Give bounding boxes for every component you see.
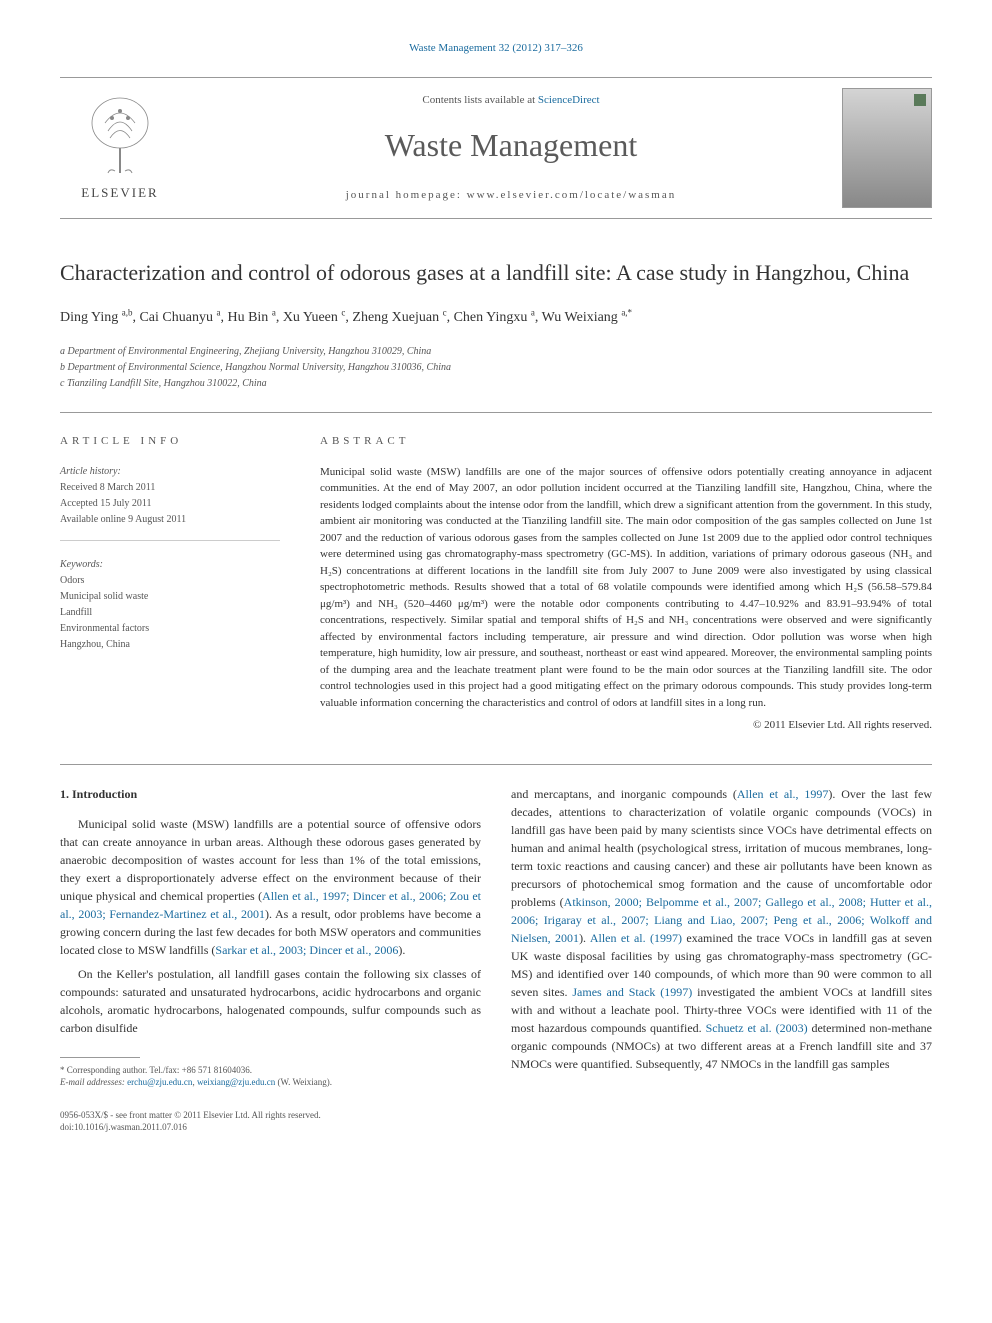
history-online: Available online 9 August 2011 xyxy=(60,512,280,528)
affiliation-c: c Tianziling Landfill Site, Hangzhou 310… xyxy=(60,376,932,392)
article-history: Article history: Received 8 March 2011 A… xyxy=(60,464,280,541)
journal-homepage[interactable]: journal homepage: www.elsevier.com/locat… xyxy=(200,187,822,204)
abstract-copyright: © 2011 Elsevier Ltd. All rights reserved… xyxy=(320,717,932,734)
footer-issn-line: 0956-053X/$ - see front matter © 2011 El… xyxy=(60,1109,932,1122)
keyword: Hangzhou, China xyxy=(60,637,280,653)
body-paragraph: On the Keller's postulation, all landfil… xyxy=(60,965,481,1037)
journal-title: Waste Management xyxy=(200,121,822,169)
corresponding-line: * Corresponding author. Tel./fax: +86 57… xyxy=(60,1064,481,1077)
article-info-column: ARTICLE INFO Article history: Received 8… xyxy=(60,433,280,734)
affiliation-a: a Department of Environmental Engineerin… xyxy=(60,344,932,360)
history-accepted: Accepted 15 July 2011 xyxy=(60,496,280,512)
publisher-name: ELSEVIER xyxy=(81,183,158,203)
article-title: Characterization and control of odorous … xyxy=(60,259,932,288)
section-heading-intro: 1. Introduction xyxy=(60,785,481,803)
journal-citation[interactable]: Waste Management 32 (2012) 317–326 xyxy=(60,40,932,57)
body-columns: 1. Introduction Municipal solid waste (M… xyxy=(60,764,932,1089)
keywords-block: Keywords: Odors Municipal solid waste La… xyxy=(60,557,280,653)
sciencedirect-link[interactable]: ScienceDirect xyxy=(538,94,600,106)
keyword: Environmental factors xyxy=(60,621,280,637)
journal-cover-thumbnail[interactable] xyxy=(842,88,932,208)
publisher-logo[interactable]: ELSEVIER xyxy=(60,88,180,208)
affiliation-b: b Department of Environmental Science, H… xyxy=(60,360,932,376)
page-footer: 0956-053X/$ - see front matter © 2011 El… xyxy=(60,1109,932,1134)
keywords-label: Keywords: xyxy=(60,557,280,573)
email-link-1[interactable]: erchu@zju.edu.cn xyxy=(127,1077,192,1087)
body-paragraph: Municipal solid waste (MSW) landfills ar… xyxy=(60,815,481,959)
author-list: Ding Ying a,b, Cai Chuanyu a, Hu Bin a, … xyxy=(60,307,932,328)
footer-doi-line: doi:10.1016/j.wasman.2011.07.016 xyxy=(60,1121,932,1134)
body-column-right: and mercaptans, and inorganic compounds … xyxy=(511,785,932,1089)
elsevier-tree-icon xyxy=(80,93,160,178)
email-line: E-mail addresses: erchu@zju.edu.cn, weix… xyxy=(60,1076,481,1089)
article-info-label: ARTICLE INFO xyxy=(60,433,280,450)
contents-lists-line: Contents lists available at ScienceDirec… xyxy=(200,92,822,109)
body-column-left: 1. Introduction Municipal solid waste (M… xyxy=(60,785,481,1089)
email-link-2[interactable]: weixiang@zju.edu.cn xyxy=(197,1077,275,1087)
email-tail: (W. Weixiang). xyxy=(275,1077,332,1087)
masthead: ELSEVIER Contents lists available at Sci… xyxy=(60,77,932,219)
body-paragraph: and mercaptans, and inorganic compounds … xyxy=(511,785,932,1073)
abstract-label: ABSTRACT xyxy=(320,433,932,450)
history-received: Received 8 March 2011 xyxy=(60,480,280,496)
keyword: Landfill xyxy=(60,605,280,621)
affiliations: a Department of Environmental Engineerin… xyxy=(60,344,932,392)
contents-prefix: Contents lists available at xyxy=(422,94,537,106)
email-label: E-mail addresses: xyxy=(60,1077,127,1087)
footnote-separator xyxy=(60,1057,140,1058)
history-label: Article history: xyxy=(60,464,280,480)
abstract-text: Municipal solid waste (MSW) landfills ar… xyxy=(320,464,932,712)
article-meta-row: ARTICLE INFO Article history: Received 8… xyxy=(60,412,932,734)
keyword: Municipal solid waste xyxy=(60,589,280,605)
corresponding-author-footnote: * Corresponding author. Tel./fax: +86 57… xyxy=(60,1064,481,1089)
abstract-column: ABSTRACT Municipal solid waste (MSW) lan… xyxy=(320,433,932,734)
masthead-center: Contents lists available at ScienceDirec… xyxy=(200,92,822,203)
keyword: Odors xyxy=(60,573,280,589)
